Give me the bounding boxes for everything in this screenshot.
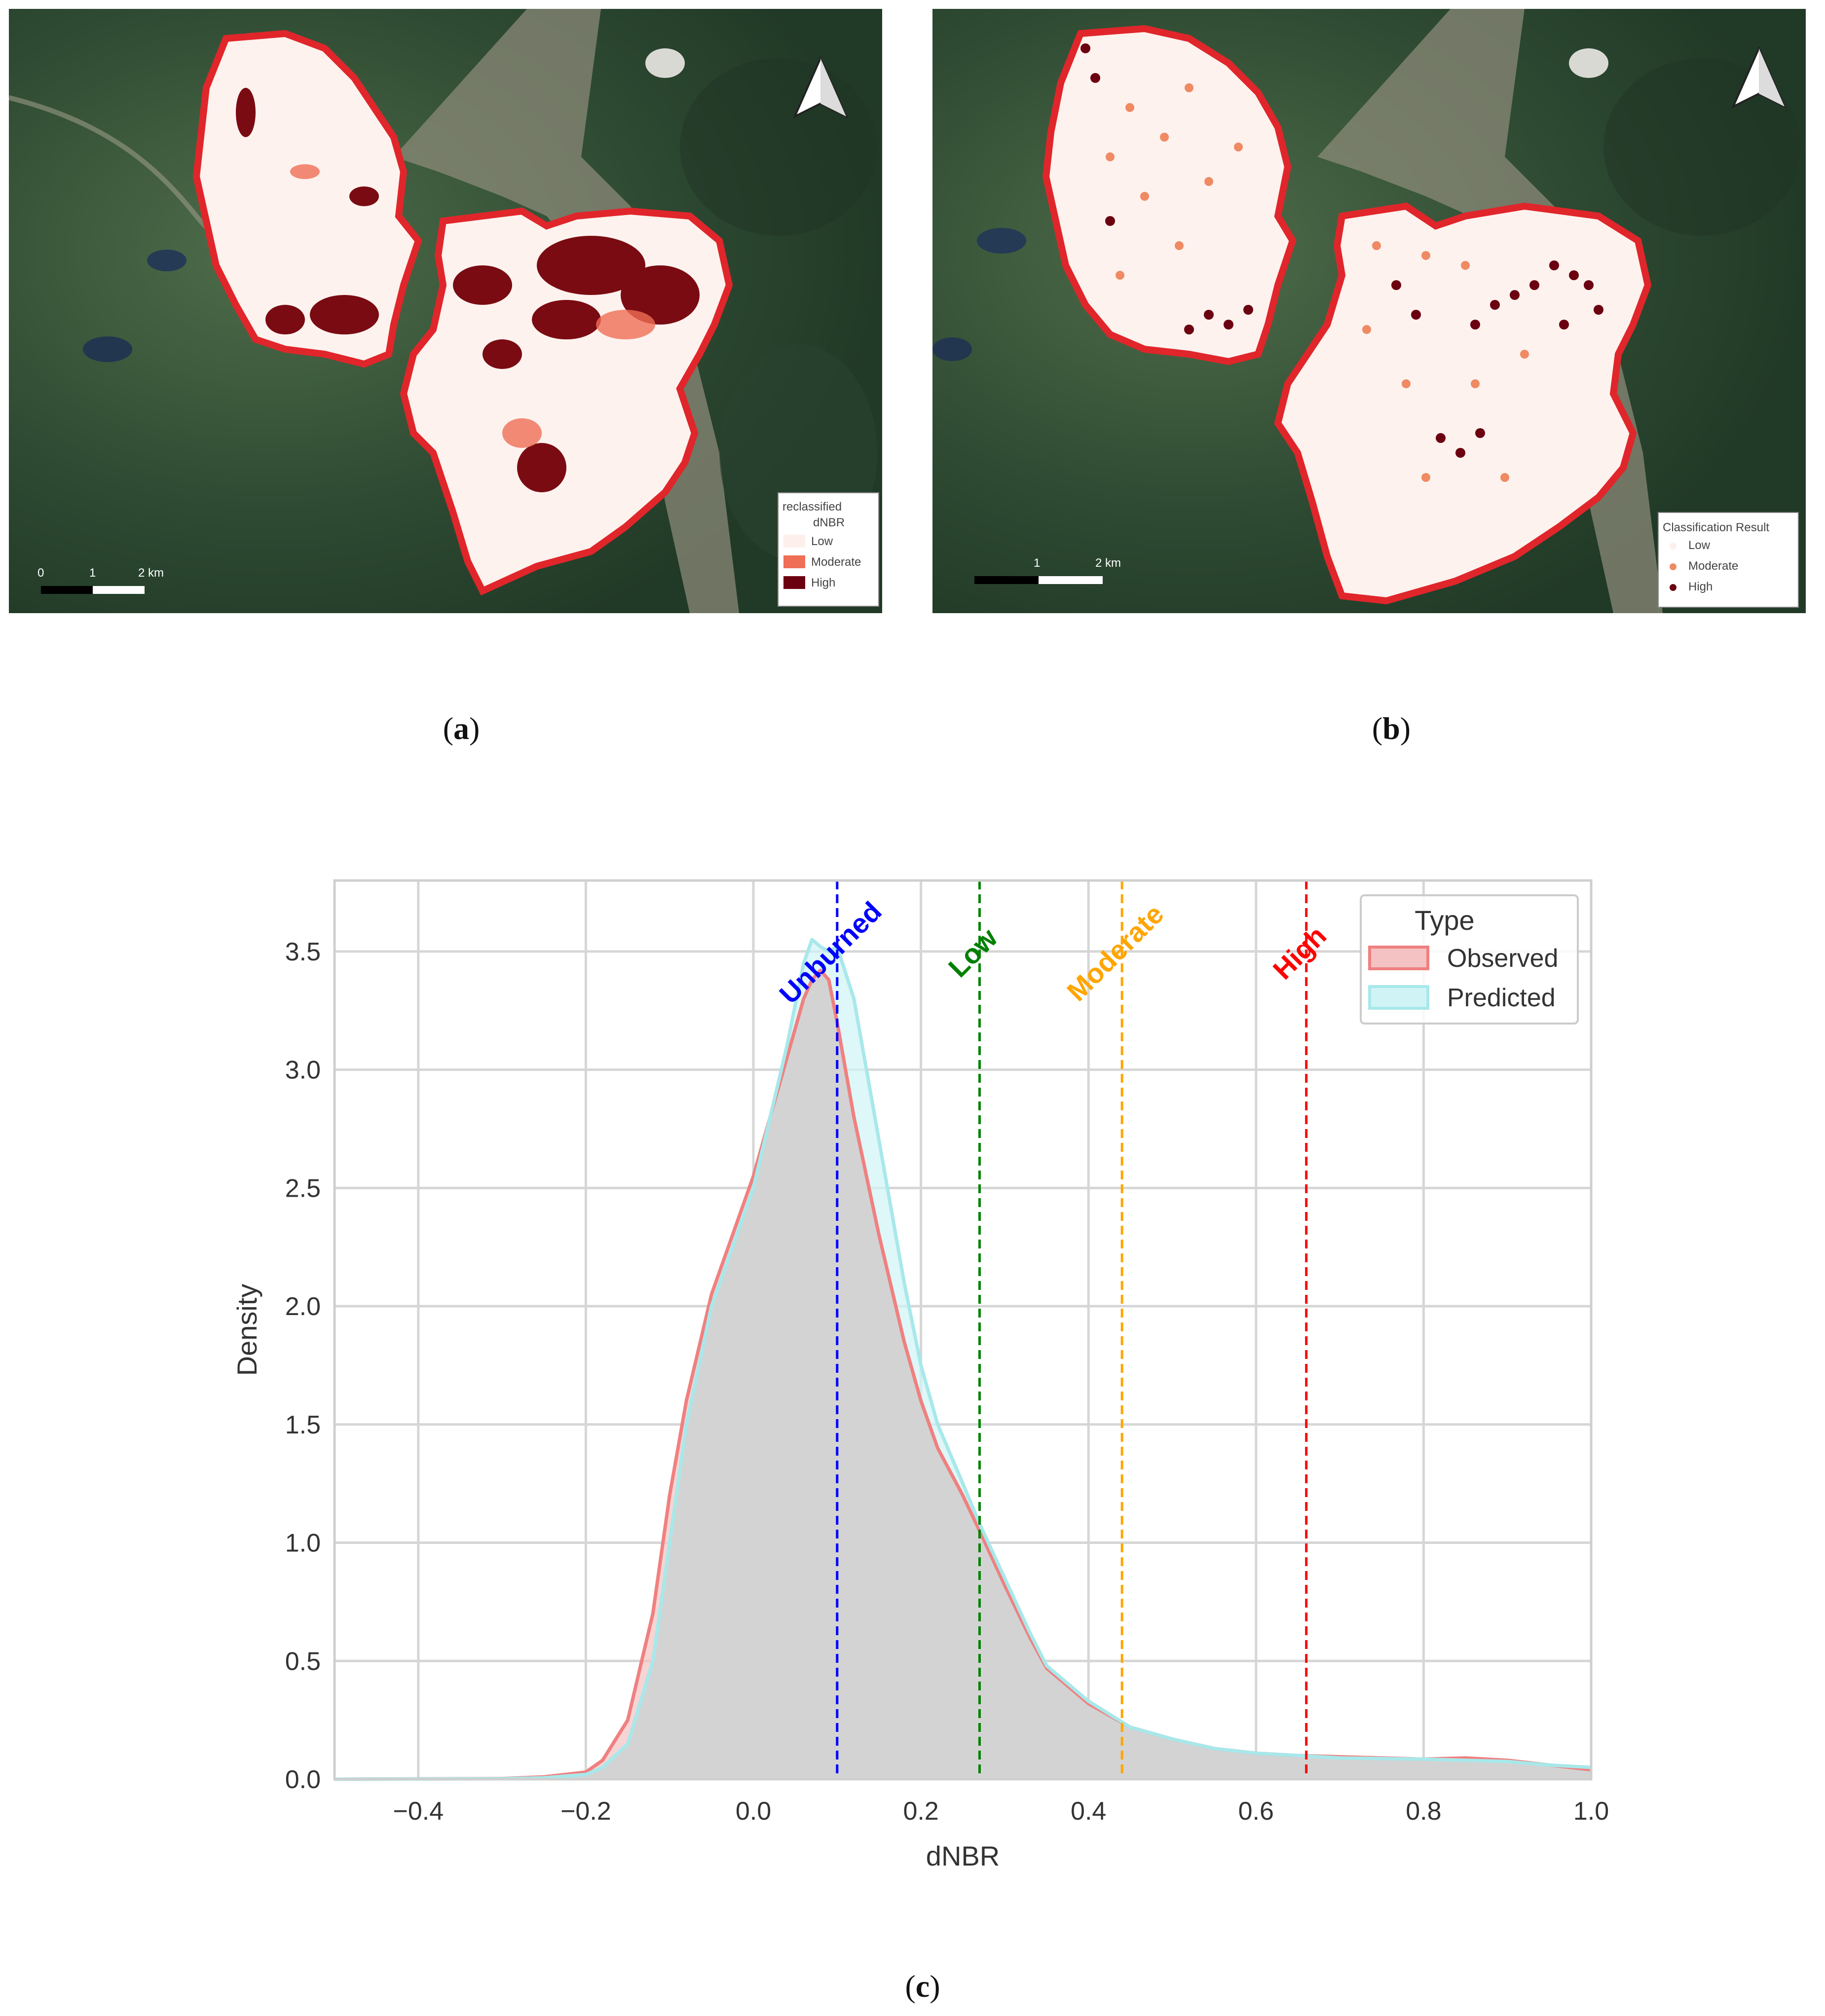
legend-label-predicted: Predicted: [1447, 984, 1556, 1012]
y-tick-label: 0.5: [285, 1647, 321, 1676]
north-arrow-icon: [792, 56, 849, 119]
y-tick-label: 2.5: [285, 1174, 321, 1203]
legend-swatch-observed: [1368, 946, 1429, 970]
legend-swatch-moderate-a: [783, 555, 805, 568]
y-tick-label: 0.0: [285, 1765, 321, 1794]
y-axis-label: Density: [231, 1284, 262, 1376]
scale-label-b-1: 2 km: [1095, 556, 1121, 570]
series-line-predicted: [334, 938, 1592, 1781]
burn-area-west-b: [1042, 25, 1297, 366]
legend-swatch-high-a: [783, 576, 805, 589]
legend-label-low-a: Low: [811, 535, 833, 548]
satellite-imagery-a: [9, 9, 882, 613]
scale-label-a-0: 0: [37, 566, 44, 580]
x-tick-label: 0.8: [1406, 1797, 1441, 1826]
scale-label-b-0: 1: [1034, 556, 1041, 570]
legend-title-a-2: dNBR: [813, 516, 845, 529]
x-axis-label: dNBR: [926, 1840, 1000, 1871]
legend-swatch-low-a: [783, 535, 805, 548]
caption-b: (b): [1372, 711, 1411, 746]
x-tick-label: −0.2: [560, 1797, 611, 1826]
legend-swatch-predicted: [1368, 985, 1429, 1010]
legend-title: Type: [1415, 905, 1474, 936]
legend-marker-high-b: [1670, 584, 1676, 591]
legend-marker-low-b: [1670, 543, 1676, 550]
scale-label-a-1: 1: [89, 566, 96, 580]
legend-title-a-1: reclassified: [782, 500, 842, 513]
y-tick-label: 2.0: [285, 1292, 321, 1321]
map-legend-a: reclassified dNBR Low Moderate High: [778, 492, 879, 607]
map-panel-a: 0 1 2 km reclassified dNBR Low Moderate …: [9, 9, 882, 613]
north-arrow-icon-b: [1731, 46, 1787, 109]
caption-c: (c): [905, 1969, 940, 2004]
x-tick-label: 0.4: [1071, 1797, 1106, 1826]
plot-frame: [333, 879, 1593, 1781]
legend-label-moderate-b: Moderate: [1688, 559, 1739, 573]
legend-title-b: Classification Result: [1663, 521, 1770, 534]
y-tick-label: 1.5: [285, 1411, 321, 1439]
legend-label-low-b: Low: [1688, 539, 1711, 552]
legend-marker-moderate-b: [1670, 563, 1676, 570]
caption-a: (a): [443, 711, 480, 746]
legend-label-observed: Observed: [1447, 944, 1558, 973]
scale-label-a-2: 2 km: [138, 566, 164, 580]
burn-area-east-b: [1274, 202, 1652, 605]
y-tick-label: 3.0: [285, 1056, 321, 1085]
x-tick-label: 0.0: [736, 1797, 771, 1826]
x-tick-label: −0.4: [393, 1797, 444, 1826]
map-panel-b: 1 2 km Classification Result Low Moderat…: [932, 9, 1806, 613]
x-tick-label: 0.2: [903, 1797, 938, 1826]
x-tick-label: 1.0: [1573, 1797, 1609, 1826]
legend-label-moderate-a: Moderate: [811, 555, 861, 569]
map-legend-b: Classification Result Low Moderate High: [1658, 512, 1799, 608]
y-tick-label: 1.0: [285, 1529, 321, 1558]
y-tick-label: 3.5: [285, 938, 321, 966]
x-tick-label: 0.6: [1238, 1797, 1274, 1826]
legend-label-high-a: High: [811, 576, 836, 589]
legend-label-high-b: High: [1688, 580, 1713, 593]
series-overlap-area: [335, 970, 1591, 1779]
